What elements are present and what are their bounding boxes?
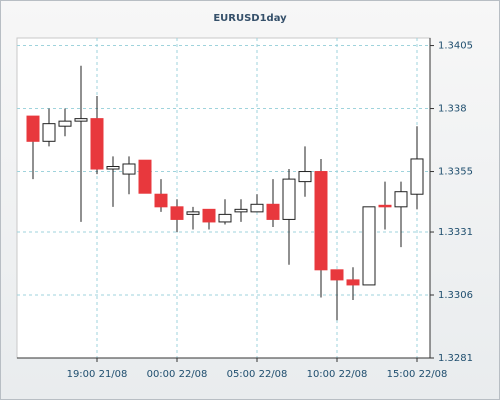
candle-body bbox=[282, 178, 296, 220]
candle-body bbox=[266, 203, 280, 220]
candle-body bbox=[378, 204, 392, 208]
x-tick-label: 05:00 22/08 bbox=[227, 369, 288, 380]
y-tick-label: 1.3355 bbox=[438, 167, 473, 178]
candle-body bbox=[234, 208, 248, 213]
x-tick-label: 00:00 22/08 bbox=[147, 369, 208, 380]
candle-body bbox=[394, 191, 408, 208]
candle-body bbox=[298, 171, 312, 183]
candle-body bbox=[250, 203, 264, 213]
candle-body bbox=[218, 213, 232, 223]
y-tick-label: 1.338 bbox=[438, 104, 467, 115]
plot-area bbox=[16, 37, 431, 359]
candle-body bbox=[74, 118, 88, 122]
y-tick-label: 1.3281 bbox=[438, 353, 473, 364]
candle-body bbox=[330, 269, 344, 281]
candle-body bbox=[202, 208, 216, 223]
y-tick-label: 1.3306 bbox=[438, 290, 473, 301]
candle-body bbox=[186, 211, 200, 215]
chart-title: EURUSD1day bbox=[213, 13, 287, 24]
candle-body bbox=[154, 193, 168, 208]
y-tick-label: 1.3405 bbox=[438, 41, 473, 52]
candle-body bbox=[346, 279, 360, 286]
candle-body bbox=[170, 206, 184, 220]
candle-body bbox=[410, 158, 424, 195]
candle-body bbox=[362, 206, 376, 286]
candle-body bbox=[26, 115, 40, 142]
candle-body bbox=[138, 159, 152, 194]
candle-body bbox=[58, 120, 72, 127]
x-tick-label: 19:00 21/08 bbox=[67, 369, 128, 380]
candle-body bbox=[90, 118, 104, 170]
candle-body bbox=[122, 163, 136, 175]
x-tick-label: 10:00 22/08 bbox=[307, 369, 368, 380]
candle-body bbox=[314, 171, 328, 271]
x-tick-label: 15:00 22/08 bbox=[387, 369, 448, 380]
candle-body bbox=[106, 166, 120, 170]
candle-body bbox=[42, 123, 56, 142]
y-tick-label: 1.3331 bbox=[438, 227, 473, 238]
